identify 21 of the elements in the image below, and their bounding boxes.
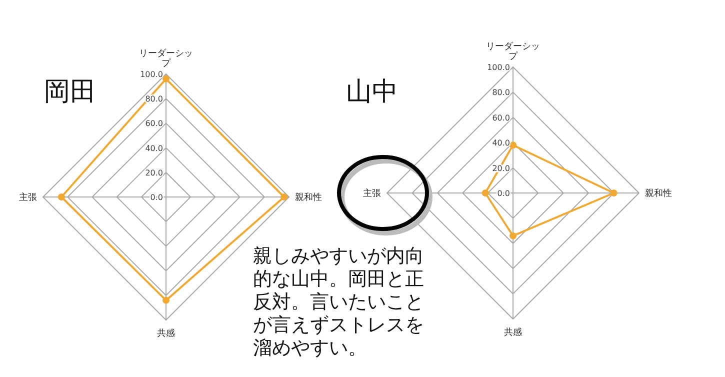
- spoke-label: 主張: [363, 188, 381, 199]
- y-tick-label: 0.0: [150, 193, 163, 202]
- y-tick-label: 40.0: [492, 138, 510, 148]
- spoke-label: 共感: [504, 327, 522, 338]
- y-tick-label: 80.0: [492, 88, 510, 98]
- y-tick-label: 20.0: [145, 168, 163, 178]
- text: 親しみやすいが内向的な山中。岡田と正反対。言いたいことが言えずストレスを溜めやすい。: [253, 245, 424, 359]
- spoke-label: リーダーシップ: [139, 48, 193, 69]
- y-tick-label: 0.0: [497, 189, 510, 198]
- spoke-label: リーダーシップ: [486, 41, 540, 62]
- text: 岡田: [44, 77, 96, 107]
- spoke-label: 主張: [19, 192, 37, 203]
- y-tick-label: 60.0: [492, 113, 510, 122]
- y-tick-label: 100.0: [487, 63, 510, 72]
- spoke-label: 親和性: [295, 192, 322, 203]
- y-tick-label: 60.0: [145, 119, 163, 128]
- spoke-label: 共感: [157, 328, 175, 339]
- spoke-label: 親和性: [645, 188, 672, 199]
- text: 山中: [346, 77, 398, 107]
- y-tick-label: 100.0: [140, 70, 163, 79]
- y-tick-label: 40.0: [145, 144, 163, 153]
